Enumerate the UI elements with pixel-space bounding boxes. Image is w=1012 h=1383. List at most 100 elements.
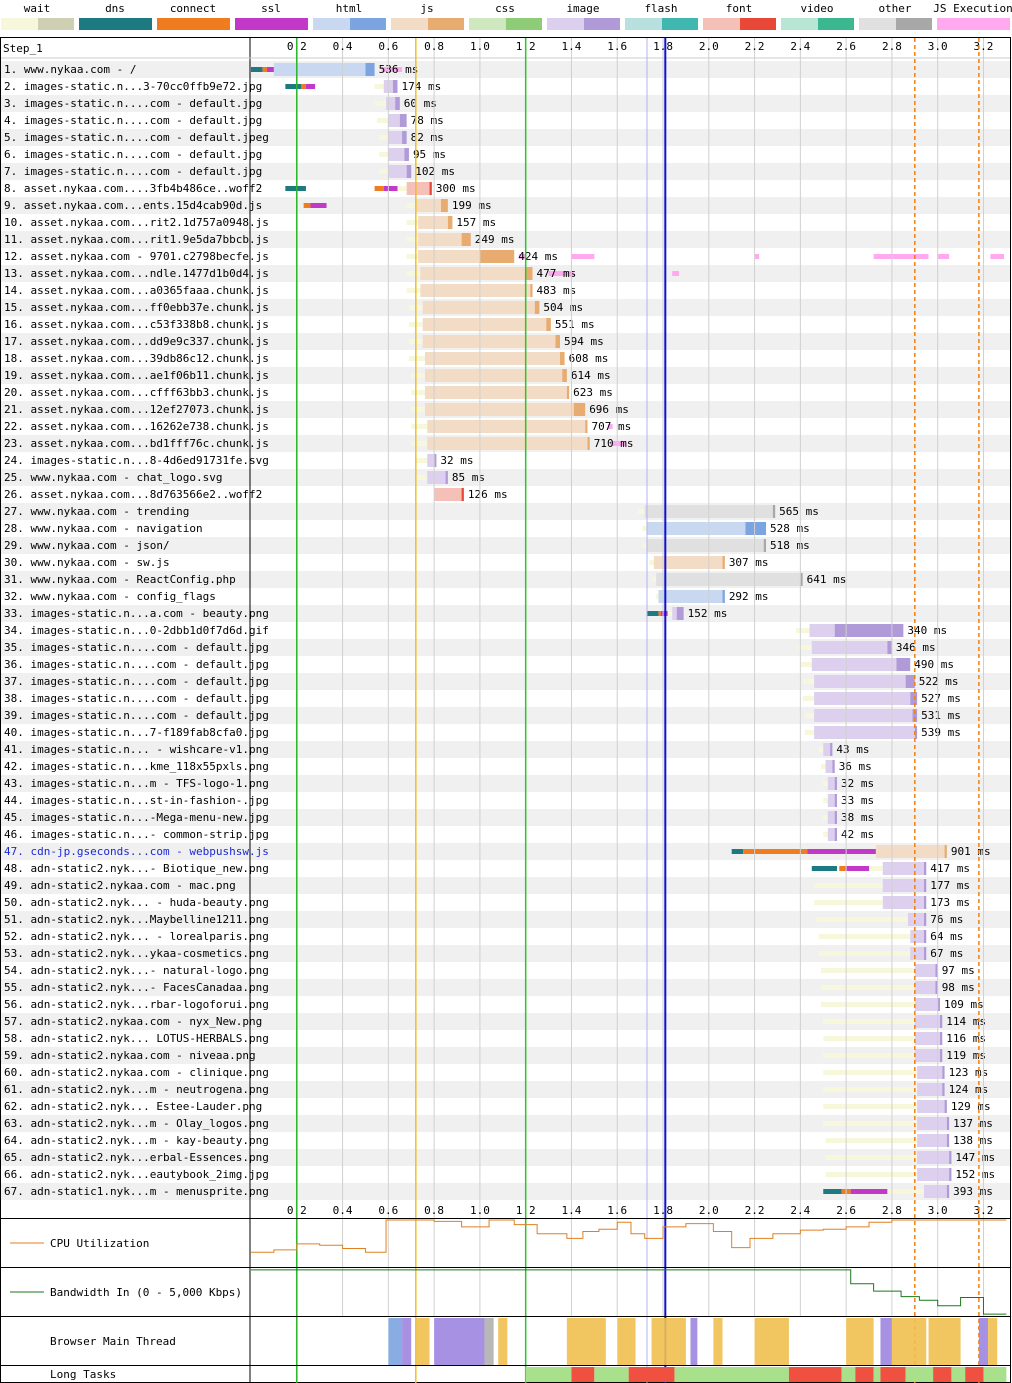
wait-bar [823, 1104, 918, 1109]
ttfb-bar [917, 1134, 947, 1147]
row-stripe [1, 61, 1010, 78]
ttfb-bar [917, 1100, 945, 1113]
download-bar [573, 403, 586, 416]
tick-label-top: 2.6 [836, 40, 856, 53]
wait-bar [869, 866, 883, 871]
ttfb-bar [907, 913, 924, 926]
request-label: 11. asset.nykaa.com...rit1.9e5da7bbcb.js [4, 233, 269, 246]
request-label: 61. adn-static2.nyk...m - neutrogena.png [4, 1083, 269, 1096]
row-stripe [1, 741, 1010, 758]
wait-bar [406, 237, 419, 242]
request-row: 58. adn-static2.nyk... LOTUS-HERBALS.png… [4, 1032, 986, 1045]
legend: wait dns connect ssl html js css image flash font… [1, 2, 1012, 30]
wait-bar [818, 951, 911, 956]
legend-swatch-dark [428, 18, 464, 30]
request-duration: 38 ms [841, 811, 874, 824]
legend-item-video: video [781, 2, 854, 30]
main-thread-activity [713, 1318, 723, 1365]
legend-swatch-dark [272, 18, 308, 30]
legend-swatch-light [235, 18, 272, 30]
legend-swatch-light [937, 18, 974, 30]
download-bar [946, 1185, 950, 1198]
request-duration: 109 ms [944, 998, 984, 1011]
download-bar [402, 131, 407, 144]
ttfb-bar [422, 318, 547, 331]
request-label: 2. images-static.n...3-70cc0ffb9e72.jpg [4, 80, 262, 93]
row-stripe [1, 1115, 1010, 1132]
js-execution-bar [548, 271, 574, 276]
legend-swatch-dark [896, 18, 932, 30]
wait-bar [411, 424, 428, 429]
download-bar [772, 505, 776, 518]
legend-swatch-light [391, 18, 428, 30]
download-bar [365, 63, 375, 76]
download-bar [560, 352, 565, 365]
request-row: 32. www.nykaa.com - config_flags 292 ms [4, 590, 769, 603]
ttfb-bar [914, 964, 936, 977]
request-row: 25. www.nykaa.com - chat_logo.svg 85 ms [4, 471, 485, 484]
main-thread-panel: Browser Main Thread [50, 1318, 998, 1365]
ttfb-bar [809, 624, 835, 637]
request-row: 67. adn-static1.nyk...m - menusprite.png… [4, 1185, 993, 1198]
request-row: 9. asset.nykaa.com...ents.15d4cab90d.js 1… [4, 199, 492, 212]
tick-label-top: 0.8 [424, 40, 444, 53]
download-bar [447, 216, 453, 229]
request-duration: 346 ms [896, 641, 936, 654]
wait-bar [379, 169, 389, 174]
wait-bar [374, 101, 387, 106]
request-row: 56. adn-static2.nyk...rbar-logoforui.png… [4, 998, 984, 1011]
legend-swatch-dark [350, 18, 386, 30]
request-duration: 565 ms [779, 505, 819, 518]
download-bar [942, 1083, 945, 1096]
request-label: 62. adn-static2.nyk... Estee-Lauder.png [4, 1100, 262, 1113]
ttfb-bar [827, 811, 835, 824]
bandwidth-panel: Bandwidth In (0 - 5,000 Kbps) [10, 1269, 1007, 1315]
request-row: 16. asset.nykaa.com...c53f338b8.chunk.js… [4, 318, 595, 331]
dns-bar [285, 84, 302, 89]
request-row: 59. adn-static2.nykaa.com - niveaa.png 11… [4, 1049, 986, 1062]
wait-bar [887, 1189, 924, 1194]
tick-label-bottom: 0.4 [333, 1204, 353, 1217]
request-row: 47. cdn-jp.gseconds...com - webpushsw.js… [4, 845, 991, 858]
request-row: 57. adn-static2.nykaa.com - nyx_New.png 1… [4, 1015, 986, 1028]
legend-swatch-dark [506, 18, 542, 30]
legend-item-html: html [313, 2, 386, 30]
request-duration: 490 ms [914, 658, 954, 671]
wait-bar [820, 968, 915, 973]
bandwidth-label: Bandwidth In (0 - 5,000 Kbps) [50, 1286, 242, 1299]
row-stripe [1, 877, 1010, 894]
request-duration: 152 ms [955, 1168, 995, 1181]
tick-label-bottom: 0.6 [378, 1204, 398, 1217]
row-stripe [1, 673, 1010, 690]
main-thread-activity [846, 1318, 874, 1365]
ttfb-bar [814, 675, 906, 688]
wait-bar [411, 407, 425, 412]
legend-swatch-dark [740, 18, 776, 30]
request-duration: 147 ms [955, 1151, 995, 1164]
main-thread-activity [928, 1318, 961, 1365]
request-label: 4. images-static.n....com - default.jpg [4, 114, 262, 127]
wait-bar [825, 1138, 918, 1143]
request-row: 49. adn-static2.nykaa.com - mac.png 177 m… [4, 879, 970, 892]
request-label: 36. images-static.n....com - default.jpg [4, 658, 269, 671]
dns-bar [251, 67, 263, 72]
request-duration: 536 ms [379, 63, 419, 76]
js-execution-bar [937, 254, 950, 259]
main-thread-activity [434, 1318, 485, 1365]
wait-bar [651, 577, 657, 582]
row-stripe [1, 707, 1010, 724]
request-duration: 33 ms [841, 794, 874, 807]
request-row: 13. asset.nykaa.com...ndle.1477d1b0d4.js… [4, 267, 680, 280]
request-row: 35. images-static.n....com - default.jpg… [4, 641, 936, 654]
request-row: 46. images-static.n...- common-strip.jpg… [4, 828, 874, 841]
ttfb-bar [917, 1151, 950, 1164]
request-row: 26. asset.nykaa.com...8d763566e2..woff2 1… [4, 488, 508, 501]
request-duration: 32 ms [440, 454, 473, 467]
connect-bar [658, 611, 661, 616]
wait-bar [411, 390, 425, 395]
request-label: 38. images-static.n....com - default.jpg [4, 692, 269, 705]
request-duration: 114 ms [946, 1015, 986, 1028]
request-label: 3. images-static.n....com - default.jpg [4, 97, 262, 110]
connect-bar [262, 67, 268, 72]
request-duration: 119 ms [946, 1049, 986, 1062]
